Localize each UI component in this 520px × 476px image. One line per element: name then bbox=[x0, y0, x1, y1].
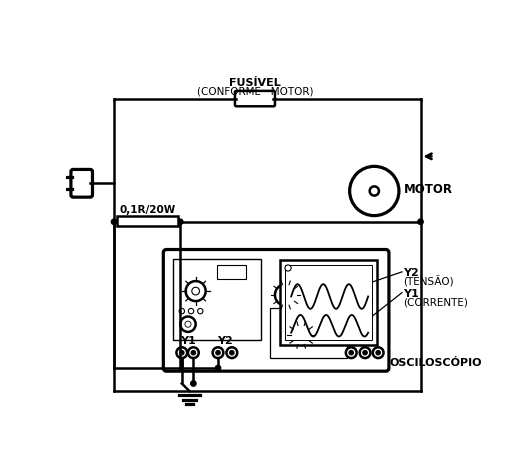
Circle shape bbox=[291, 325, 311, 345]
FancyBboxPatch shape bbox=[235, 92, 275, 107]
FancyBboxPatch shape bbox=[163, 250, 389, 371]
Circle shape bbox=[275, 285, 296, 306]
Circle shape bbox=[186, 281, 206, 301]
Bar bbox=[116, 217, 177, 227]
Circle shape bbox=[198, 309, 203, 314]
Circle shape bbox=[373, 347, 384, 358]
Text: Y1: Y1 bbox=[404, 288, 419, 298]
Bar bbox=[173, 259, 261, 340]
Circle shape bbox=[180, 317, 196, 332]
Circle shape bbox=[376, 351, 381, 355]
Circle shape bbox=[177, 219, 183, 225]
Circle shape bbox=[418, 219, 423, 225]
Circle shape bbox=[282, 291, 290, 299]
Circle shape bbox=[213, 347, 224, 358]
Circle shape bbox=[192, 288, 200, 295]
Text: OSCILOSCÓPIO: OSCILOSCÓPIO bbox=[389, 357, 482, 367]
Text: 0,1R/20W: 0,1R/20W bbox=[119, 205, 175, 215]
Circle shape bbox=[363, 351, 367, 355]
Text: Y2: Y2 bbox=[404, 268, 419, 277]
Circle shape bbox=[349, 167, 399, 216]
Circle shape bbox=[179, 351, 184, 355]
Circle shape bbox=[188, 309, 194, 314]
Text: (CORRENTE): (CORRENTE) bbox=[404, 297, 469, 307]
Circle shape bbox=[176, 347, 187, 358]
Circle shape bbox=[185, 321, 191, 327]
Circle shape bbox=[191, 381, 196, 387]
Circle shape bbox=[191, 351, 196, 355]
Circle shape bbox=[215, 366, 220, 371]
Circle shape bbox=[370, 187, 379, 196]
FancyBboxPatch shape bbox=[71, 170, 93, 198]
Circle shape bbox=[111, 219, 116, 225]
Circle shape bbox=[349, 351, 354, 355]
Circle shape bbox=[229, 351, 234, 355]
Circle shape bbox=[360, 347, 370, 358]
Circle shape bbox=[216, 351, 220, 355]
Text: MOTOR: MOTOR bbox=[404, 183, 452, 196]
Text: (CONFORME   MOTOR): (CONFORME MOTOR) bbox=[197, 87, 313, 97]
Text: FUSÍVEL: FUSÍVEL bbox=[229, 78, 281, 88]
Circle shape bbox=[285, 265, 291, 271]
Bar bbox=[217, 265, 246, 279]
Bar bbox=[285, 265, 372, 341]
Circle shape bbox=[346, 347, 357, 358]
Bar bbox=[280, 261, 376, 345]
Text: Y2: Y2 bbox=[217, 336, 233, 346]
Text: (TENSÃO): (TENSÃO) bbox=[404, 276, 454, 287]
Circle shape bbox=[179, 309, 185, 314]
Bar bbox=[270, 308, 347, 358]
Circle shape bbox=[227, 347, 237, 358]
Circle shape bbox=[297, 331, 305, 339]
Text: Y1: Y1 bbox=[180, 336, 196, 346]
Circle shape bbox=[188, 347, 199, 358]
